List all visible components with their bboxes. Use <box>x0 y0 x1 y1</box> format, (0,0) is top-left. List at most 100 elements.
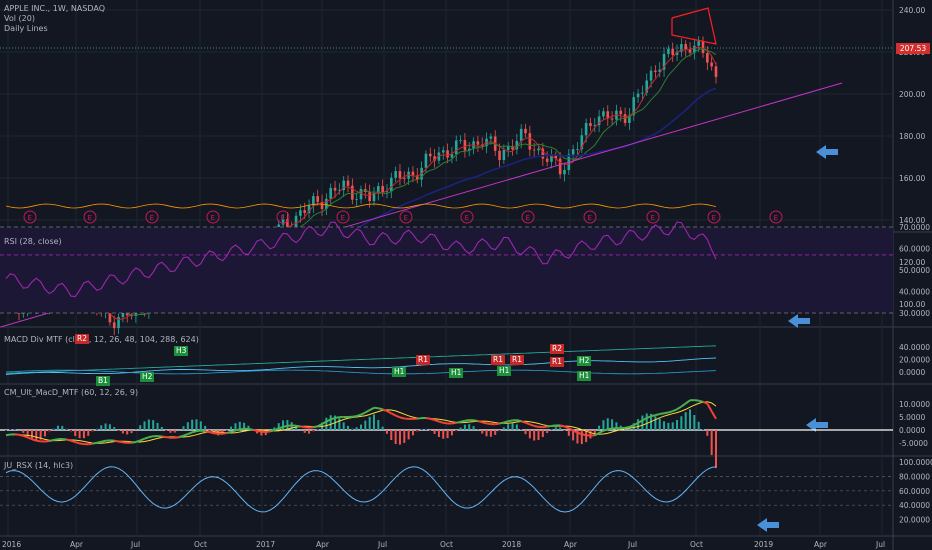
earnings-marker-label: E <box>281 214 285 222</box>
cm-histogram-bar <box>403 430 405 443</box>
cm-histogram-bar <box>538 430 540 440</box>
cm-macd-line <box>88 444 92 445</box>
cm-histogram-bar <box>455 430 457 431</box>
rsi-pane-label[interactable]: RSI (28, close) <box>4 237 62 246</box>
earnings-marker-label: E <box>774 214 778 222</box>
cm-macd-line <box>712 411 716 418</box>
cm-histogram-bar <box>195 419 197 430</box>
cm-histogram-bar <box>429 430 431 431</box>
earnings-marker-label: E <box>526 214 530 222</box>
cm-histogram-bar <box>48 430 50 432</box>
cm-macd-line <box>149 436 153 437</box>
earnings-marker-label: E <box>404 214 408 222</box>
cm-histogram-bar <box>693 415 695 430</box>
cm-macd-line <box>227 432 231 433</box>
price-tick-label: 160.00 <box>899 174 925 183</box>
cm-macd-line <box>175 437 179 438</box>
rsi-tick-label: 30.0000 <box>899 309 930 318</box>
wedge-drawing <box>672 8 716 44</box>
candle-body <box>399 171 402 178</box>
candle-body <box>602 111 605 116</box>
candle-body <box>425 154 428 168</box>
candle-body <box>451 154 454 157</box>
candle-body <box>347 181 350 186</box>
candle-body <box>429 154 432 157</box>
cm-histogram-bar <box>464 425 466 430</box>
cm-histogram-bar <box>304 430 306 433</box>
rsx-pane-label[interactable]: JU_RSX (14, hlc3) <box>4 461 73 470</box>
cm-histogram-bar <box>351 428 353 430</box>
candle-body <box>706 53 709 63</box>
cm-macd-line <box>196 431 200 432</box>
candle-body <box>710 63 713 67</box>
earnings-marker-label: E <box>651 214 655 222</box>
cm-macd-line <box>6 435 10 436</box>
cm-histogram-bar <box>533 430 535 441</box>
cm-histogram-bar <box>144 421 146 430</box>
cm-macd-line <box>145 437 149 438</box>
volume-indicator-label[interactable]: Vol (20) <box>4 14 35 23</box>
candle-body <box>442 150 445 152</box>
time-tick-label: Jul <box>875 540 885 549</box>
cm-macd-line <box>681 403 685 406</box>
macd-div-tick-label: 0.0000 <box>899 368 925 377</box>
cm-histogram-bar <box>516 424 518 430</box>
cm-histogram-bar <box>451 430 453 435</box>
macd-div-tag: R1 <box>550 357 564 367</box>
candle-body <box>507 146 510 150</box>
macd-div-tag: H3 <box>174 346 188 356</box>
cm-macd-line <box>222 433 226 434</box>
cm-macd-line <box>357 415 361 416</box>
cm-macd-line <box>123 442 127 443</box>
cm-histogram-bar <box>689 409 691 430</box>
cm-macd-line <box>461 421 465 422</box>
cm-macd-line <box>603 429 607 430</box>
candle-body <box>316 196 319 202</box>
candle-body <box>667 49 670 54</box>
cm-macd-line <box>534 426 538 427</box>
cm-macd-line <box>396 416 400 418</box>
candle-body <box>697 41 700 46</box>
arrow-annotation <box>816 145 838 159</box>
cm-histogram-bar <box>174 430 176 433</box>
cm-macd-pane-label[interactable]: CM_Ult_MacD_MTF (60, 12, 26, 9) <box>4 388 138 397</box>
cm-histogram-bar <box>706 430 708 436</box>
cm-macd-line <box>465 420 469 421</box>
cm-macd-line <box>508 420 512 421</box>
cm-macd-line <box>474 420 478 421</box>
cm-histogram-bar <box>234 423 236 430</box>
cm-histogram-bar <box>408 430 410 439</box>
macd-div-tag: H1 <box>392 367 406 377</box>
cm-histogram-bar <box>377 420 379 430</box>
macd-div-tick-label: 40.0000 <box>899 343 930 352</box>
candle-body <box>498 151 501 160</box>
cm-macd-line <box>192 431 196 432</box>
cm-tick-label: 10.0000 <box>899 400 930 409</box>
cm-macd-line <box>75 442 79 443</box>
candle-body <box>520 129 523 141</box>
cm-signal-line <box>6 402 716 444</box>
cm-histogram-bar <box>416 430 418 432</box>
cm-histogram-bar <box>550 429 552 430</box>
candle-body <box>503 150 506 160</box>
cm-macd-line <box>313 426 317 427</box>
macd-div-tag: R1 <box>510 355 524 365</box>
price-tick-label: 100.00 <box>899 300 925 309</box>
rsi-tick-label: 40.0000 <box>899 288 930 297</box>
candle-body <box>702 41 705 53</box>
cm-macd-line <box>352 416 356 417</box>
cm-histogram-bar <box>139 425 141 430</box>
cm-histogram-bar <box>676 420 678 430</box>
candle-body <box>559 159 562 175</box>
candle-body <box>650 71 653 81</box>
candle-body <box>529 133 532 149</box>
cm-macd-line <box>400 417 404 418</box>
cm-histogram-bar <box>360 425 362 430</box>
daily-lines-indicator-label[interactable]: Daily Lines <box>4 24 48 33</box>
cm-histogram-bar <box>654 416 656 430</box>
time-tick-label: Jul <box>377 540 387 549</box>
cm-macd-line <box>62 439 66 440</box>
macd-div-pane-label[interactable]: MACD Div MTF (close, 12, 26, 48, 104, 28… <box>4 335 199 344</box>
